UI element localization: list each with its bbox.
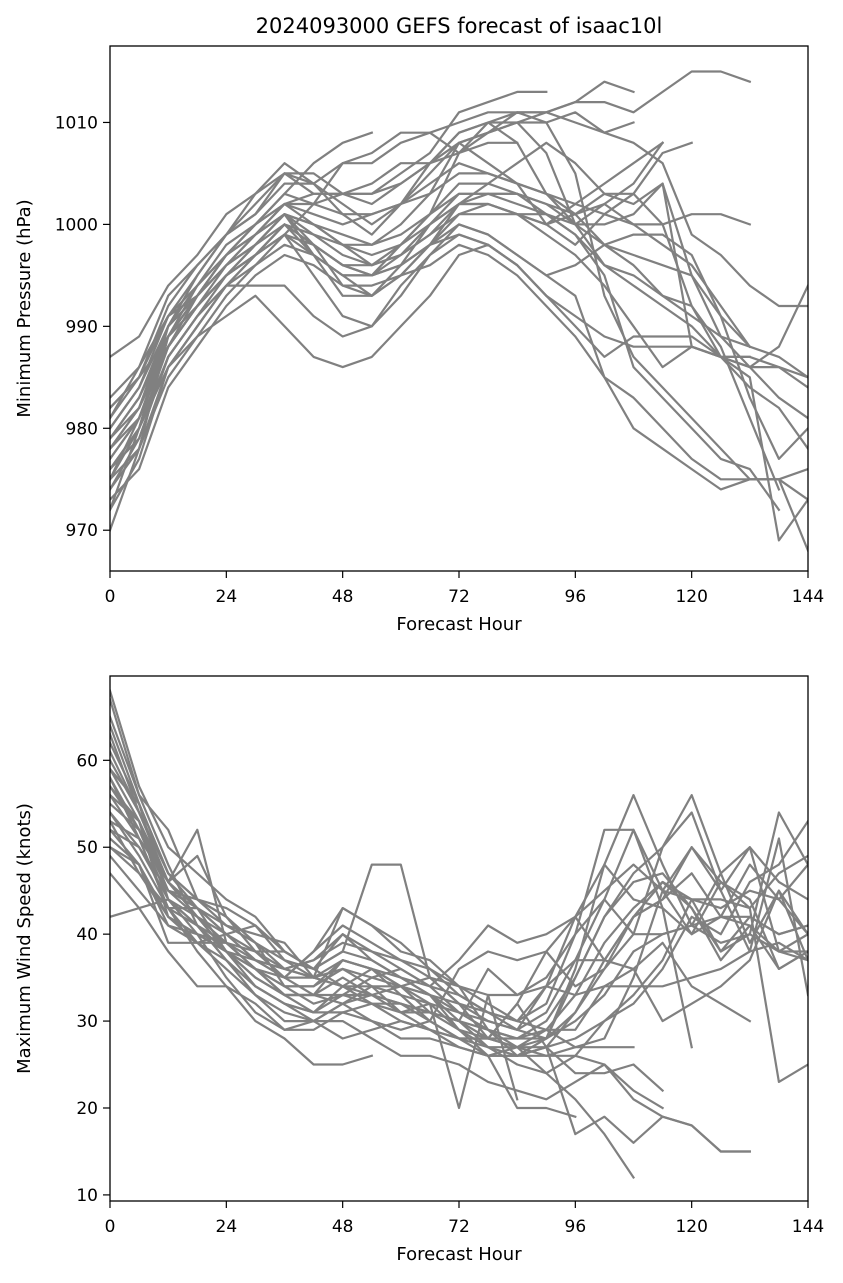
series-line-22: [110, 223, 808, 491]
chart-panel-2: 0 24 48 72 96 120 144 10 20 30 40 50 60 Forecast Hour…: [14, 675, 824, 1265]
series-line-25: [110, 793, 808, 1031]
series-line-29: [110, 819, 374, 1066]
series-line-26: [110, 776, 808, 1023]
x-tick-label: 144: [792, 1217, 824, 1237]
y-axis-label: Maximum Wind Speed (knots): [14, 803, 35, 1074]
y-tick-label: 30: [76, 1012, 98, 1032]
y-tick-label: 60: [76, 751, 98, 771]
series-line-2: [110, 871, 665, 1110]
series-line-14: [110, 776, 665, 1093]
x-tick-label: 24: [216, 1217, 238, 1237]
y-axis-label: Minimum Pressure (hPa): [14, 199, 35, 417]
x-tick-label: 144: [792, 587, 824, 607]
y-tick-label: 990: [66, 317, 98, 337]
series-line-27: [110, 810, 808, 1023]
x-tick-label: 24: [216, 587, 238, 607]
series-group: [110, 689, 808, 1180]
y-tick-label: 20: [76, 1099, 98, 1119]
x-tick-label: 96: [565, 587, 587, 607]
y-tick-label: 10: [76, 1186, 98, 1206]
series-line-23: [110, 243, 808, 471]
series-line-19: [110, 837, 808, 1084]
x-axis-label: Forecast Hour: [396, 614, 522, 635]
x-tick-label: 96: [565, 1217, 587, 1237]
series-line-17: [110, 243, 808, 553]
series-group: [110, 70, 808, 553]
series-line-5: [110, 121, 665, 430]
chart-panel-1: 0 24 48 72 96 120 144 970 980 990 1000 1010 Forecast…: [14, 45, 824, 635]
chart-title: 2024093000 GEFS forecast of isaac10l: [256, 14, 663, 38]
series-line-25: [110, 131, 374, 420]
series-line-28: [110, 131, 519, 410]
x-tick-label: 48: [332, 1217, 354, 1237]
x-tick-label: 120: [675, 587, 707, 607]
x-tick-label: 0: [105, 1217, 116, 1237]
y-tick-label: 40: [76, 925, 98, 945]
y-tick-label: 50: [76, 838, 98, 858]
series-line-11: [110, 111, 808, 501]
y-tick-label: 1010: [55, 113, 98, 133]
x-tick-label: 48: [332, 587, 354, 607]
y-tick-label: 1000: [55, 215, 98, 235]
x-tick-label: 72: [448, 1217, 470, 1237]
series-line-12: [110, 121, 808, 420]
series-line-28: [110, 845, 808, 1040]
y-tick-label: 970: [66, 521, 98, 541]
x-axis-label: Forecast Hour: [396, 1244, 522, 1265]
y-tick-label: 980: [66, 419, 98, 439]
x-tick-label: 120: [675, 1217, 707, 1237]
x-tick-label: 0: [105, 587, 116, 607]
series-line-21: [110, 233, 548, 512]
x-tick-label: 72: [448, 587, 470, 607]
